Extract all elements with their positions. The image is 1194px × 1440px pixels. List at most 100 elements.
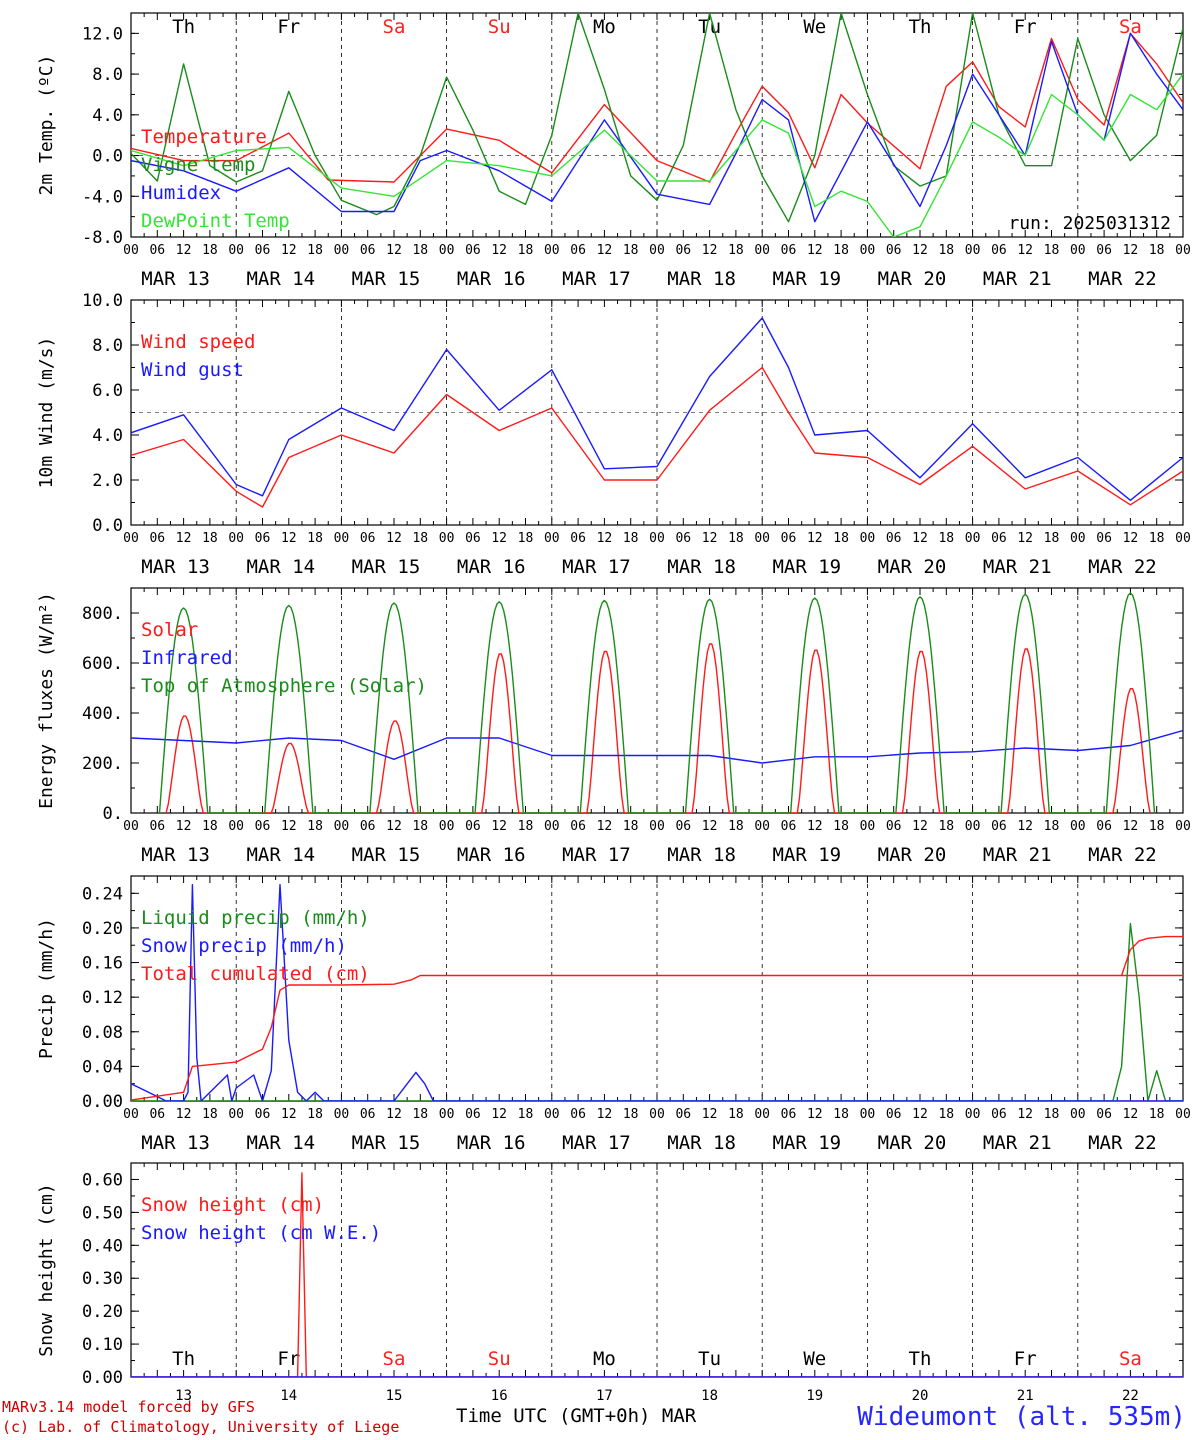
hour-tick-label: 18 [623, 819, 639, 834]
date-label: MAR 15 [352, 1132, 421, 1154]
hour-tick-label: 06 [781, 1107, 797, 1122]
series-line [131, 317, 1183, 501]
hour-tick-label: 18 [202, 819, 218, 834]
hour-tick-label: 00 [965, 1107, 981, 1122]
day-name-label: Mo [593, 16, 616, 38]
date-label: MAR 21 [983, 844, 1052, 866]
hour-tick-label: 06 [255, 531, 271, 546]
hour-tick-label: 12 [807, 531, 823, 546]
hour-tick-label: 00 [123, 819, 139, 834]
hour-tick-label: 06 [1096, 531, 1112, 546]
hour-tick-label: 18 [1044, 1107, 1060, 1122]
time-axis-label: Time UTC (GMT+0h) MAR [456, 1405, 697, 1427]
hour-tick-label: 12 [491, 1107, 507, 1122]
hour-tick-label: 18 [202, 243, 218, 258]
hour-tick-label: 06 [675, 819, 691, 834]
hour-tick-label: 00 [1070, 1107, 1086, 1122]
legend-entry: Top of Atmosphere (Solar) [141, 675, 427, 697]
hour-tick-label: 00 [123, 531, 139, 546]
hour-tick-label: 18 [833, 243, 849, 258]
date-label: MAR 19 [772, 268, 841, 290]
hour-tick-label: 00 [123, 243, 139, 258]
hour-tick-label: 00 [544, 1107, 560, 1122]
hour-tick-label: 18 [623, 1107, 639, 1122]
y-tick-label: 800. [82, 604, 123, 624]
hour-tick-label: 12 [597, 243, 613, 258]
y-tick-label: 200. [82, 754, 123, 774]
legend-entry: Wind gust [141, 359, 244, 381]
hour-tick-label: 06 [1096, 1107, 1112, 1122]
hour-tick-label: 00 [439, 531, 455, 546]
y-tick-label: 0.00 [82, 1368, 123, 1388]
hour-tick-label: 18 [518, 1107, 534, 1122]
run-annotation: run: 2025031312 [1008, 213, 1171, 234]
date-label: MAR 20 [878, 844, 947, 866]
series-line [131, 13, 1183, 223]
panel-4: 0.24 0.20 0.16 0.12 0.08 0.04 0.00 Precip (mm/h… [36, 875, 1191, 1154]
hour-tick-label: 12 [386, 1107, 402, 1122]
date-label: MAR 22 [1088, 556, 1157, 578]
hour-tick-label: 12 [1017, 531, 1033, 546]
hour-tick-label: 00 [1070, 531, 1086, 546]
hour-tick-label: 18 [412, 1107, 428, 1122]
hour-tick-label: 00 [649, 531, 665, 546]
y-axis-label: 10m Wind (m/s) [36, 337, 57, 489]
hour-tick-label: 06 [781, 531, 797, 546]
hour-tick-label: 12 [491, 531, 507, 546]
hour-tick-label: 00 [228, 531, 244, 546]
hour-tick-label: 12 [807, 243, 823, 258]
y-tick-label: 400. [82, 704, 123, 724]
hour-tick-label: 18 [307, 243, 323, 258]
hour-tick-label: 00 [334, 1107, 350, 1122]
hour-tick-label: 18 [1149, 531, 1165, 546]
y-tick-label: -8.0 [82, 228, 123, 248]
day-name-label: Fr [1014, 1348, 1037, 1370]
date-label: MAR 13 [141, 1132, 210, 1154]
y-tick-label: 10.0 [82, 291, 123, 311]
hour-tick-label: 12 [597, 1107, 613, 1122]
date-number-label: 15 [386, 1388, 403, 1404]
hour-tick-label: 06 [360, 1107, 376, 1122]
day-name-label: Sa [383, 16, 406, 38]
legend-entry: Liquid precip (mm/h) [141, 907, 370, 929]
hour-tick-label: 00 [965, 819, 981, 834]
legend-entry: Snow height (cm W.E.) [141, 1222, 381, 1244]
y-tick-label: 0.40 [82, 1236, 123, 1256]
hour-tick-label: 18 [938, 1107, 954, 1122]
hour-tick-label: 00 [334, 819, 350, 834]
hour-tick-label: 12 [281, 243, 297, 258]
y-tick-label: 4.0 [92, 426, 123, 446]
hour-tick-label: 06 [149, 819, 165, 834]
hour-tick-label: 12 [912, 819, 928, 834]
date-label: MAR 17 [562, 268, 631, 290]
date-label: MAR 16 [457, 1132, 526, 1154]
hour-tick-label: 06 [465, 243, 481, 258]
hour-tick-label: 12 [702, 819, 718, 834]
y-tick-label: 0.08 [82, 1023, 123, 1043]
y-tick-label: 8.0 [92, 65, 123, 85]
date-label: MAR 16 [457, 556, 526, 578]
hour-tick-label: 06 [886, 819, 902, 834]
hour-tick-label: 18 [833, 1107, 849, 1122]
y-tick-label: 0.04 [82, 1057, 123, 1077]
day-name-label: Mo [593, 1348, 616, 1370]
y-tick-label: 4.0 [92, 106, 123, 126]
y-tick-label: 0.20 [82, 919, 123, 939]
hour-tick-label: 06 [991, 819, 1007, 834]
hour-tick-label: 12 [807, 1107, 823, 1122]
hour-tick-label: 00 [754, 243, 770, 258]
hour-tick-label: 18 [938, 243, 954, 258]
legend-entry: Infrared [141, 647, 233, 669]
day-name-label: Fr [277, 1348, 300, 1370]
hour-tick-label: 00 [439, 819, 455, 834]
date-number-label: 19 [806, 1388, 823, 1404]
series-line [158, 592, 1156, 813]
hour-tick-label: 12 [1017, 819, 1033, 834]
date-label: MAR 16 [457, 268, 526, 290]
legend-entry: Wind speed [141, 331, 255, 353]
y-tick-label: 6.0 [92, 381, 123, 401]
hour-tick-label: 06 [149, 1107, 165, 1122]
hour-tick-label: 12 [1123, 531, 1139, 546]
hour-tick-label: 18 [518, 243, 534, 258]
y-tick-label: 0.30 [82, 1269, 123, 1289]
